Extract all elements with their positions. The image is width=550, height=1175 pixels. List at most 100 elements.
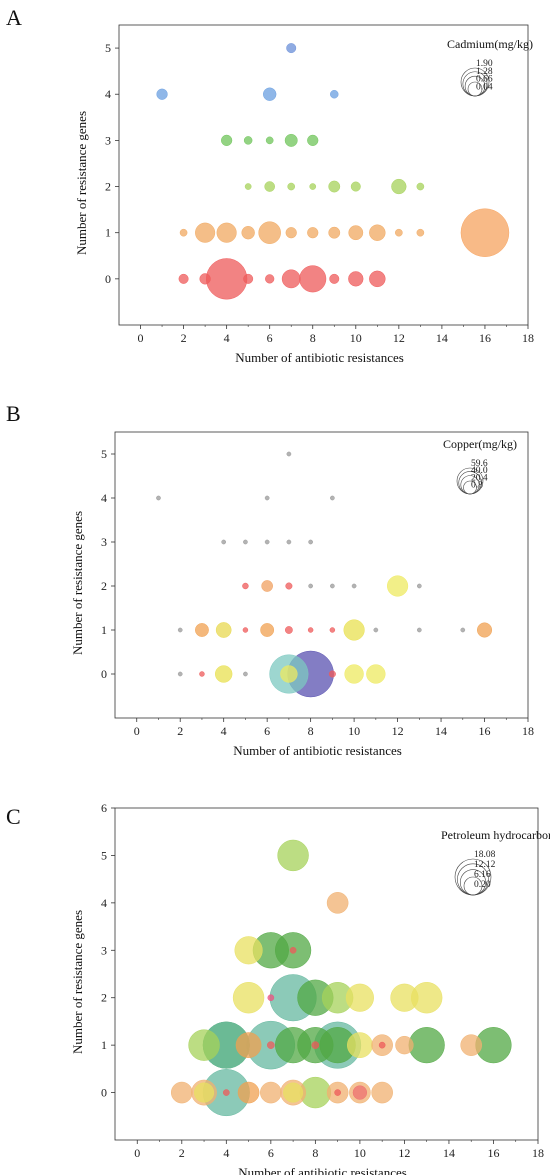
bubble-point (221, 134, 233, 147)
y-axis-label: Number of resistance genes (70, 910, 85, 1054)
x-tick-label: 8 (308, 724, 314, 738)
plot-frame (114, 807, 539, 1141)
x-tick-label: 16 (479, 331, 491, 345)
x-tick-label: 6 (264, 724, 270, 738)
bubble-point (284, 133, 298, 147)
bubble-point (350, 181, 361, 192)
bubble-point (330, 583, 335, 589)
y-tick-label: 3 (101, 535, 107, 549)
x-tick-label: 0 (138, 331, 144, 345)
bubble-point (277, 839, 309, 872)
legend-value: 12.12 (474, 860, 496, 870)
bubble-point (286, 43, 297, 54)
bubble-point (264, 539, 270, 545)
y-tick-label: 4 (105, 87, 111, 101)
bubble-point (369, 270, 386, 288)
size-legend: Cadmium(mg/kg) 1.901.280.660.04 (447, 37, 533, 97)
bubble-point (243, 136, 253, 145)
legend-value: 0.04 (476, 82, 493, 92)
x-tick-label: 12 (393, 331, 405, 345)
x-tick-label: 14 (436, 331, 448, 345)
x-tick-label: 4 (221, 724, 227, 738)
x-tick-label: 2 (179, 1146, 185, 1160)
y-tick-label: 2 (105, 180, 111, 194)
x-axis-label: Number of antibiotic resistances (233, 743, 402, 758)
bubble-point (369, 224, 386, 241)
plot-frame (118, 24, 529, 326)
bubble-point (265, 136, 274, 145)
bubble-point (329, 627, 336, 633)
bubble-point (188, 1029, 220, 1061)
bubble-point (234, 936, 263, 965)
legend-value: 1.90 (476, 59, 493, 69)
y-tick-label: 4 (101, 896, 107, 910)
bubble-point (395, 1035, 414, 1055)
legend-title: Petroleum hydrocarbons(mg/kg) (441, 828, 550, 842)
y-tick-label: 3 (105, 133, 111, 147)
legend-value: 0.20 (474, 880, 491, 890)
bubble-point (308, 539, 313, 545)
bubble-point (221, 539, 227, 545)
legend-value: 18.08 (474, 850, 496, 860)
bubble-point (307, 227, 319, 239)
bubble-point (345, 983, 374, 1012)
x-tick-label: 2 (181, 331, 187, 345)
legend-circle (467, 81, 483, 97)
bubble-point (178, 273, 189, 284)
legend-value: 59.6 (471, 459, 488, 469)
y-tick-label: 1 (105, 226, 111, 240)
y-tick-label: 3 (101, 943, 107, 957)
bubble-point (347, 1032, 373, 1059)
y-tick-label: 1 (101, 1038, 107, 1052)
bubble-point (330, 89, 339, 99)
bubble-point (408, 1027, 445, 1064)
bubble-point (241, 225, 255, 240)
x-tick-label: 6 (268, 1146, 274, 1160)
size-legend: Petroleum hydrocarbons(mg/kg) 18.0812.126… (441, 828, 550, 896)
bubble-point (177, 627, 183, 633)
bubble-point (348, 225, 364, 241)
legend-value: 1.28 (476, 67, 493, 77)
bubble-point (199, 671, 205, 677)
bubble-point (416, 182, 425, 191)
bubble-point (371, 1081, 393, 1104)
bubble-point (232, 982, 265, 1014)
x-tick-label: 12 (398, 1146, 410, 1160)
bubble-point (328, 226, 341, 239)
bubble-point (416, 228, 425, 237)
bubble-point (243, 273, 254, 284)
bubble-point (260, 623, 275, 637)
y-axis-label: Number of resistance genes (70, 511, 85, 655)
bubble-point (329, 273, 340, 284)
bubble-point (307, 627, 314, 633)
bubble-point (328, 180, 341, 193)
bubble-point (170, 1081, 193, 1104)
bubble-point (216, 222, 237, 243)
x-tick-label: 10 (354, 1146, 366, 1160)
bubble-point (242, 582, 249, 590)
bubble-point (343, 619, 365, 641)
bubble-point (285, 582, 293, 590)
x-tick-label: 14 (443, 1146, 455, 1160)
bubble-point (242, 627, 249, 633)
bubble-point (373, 627, 379, 633)
legend-circle (463, 876, 483, 896)
bubble-point (265, 274, 275, 284)
x-tick-label: 18 (522, 724, 534, 738)
bubble-point (460, 627, 466, 633)
bubble-point (307, 134, 319, 147)
y-tick-label: 5 (101, 848, 107, 862)
legend-circle (463, 480, 477, 495)
bubble-point (344, 664, 364, 684)
bubble-point (286, 451, 292, 457)
x-tick-label: 18 (522, 331, 534, 345)
plot-frame (114, 431, 529, 719)
bubble-point (156, 88, 168, 100)
bubble-point (330, 495, 335, 501)
bubble-point (311, 1041, 320, 1049)
x-tick-label: 14 (435, 724, 447, 738)
bubble-point (334, 1089, 341, 1096)
y-tick-label: 6 (101, 801, 107, 815)
legend-title: Cadmium(mg/kg) (447, 37, 533, 51)
